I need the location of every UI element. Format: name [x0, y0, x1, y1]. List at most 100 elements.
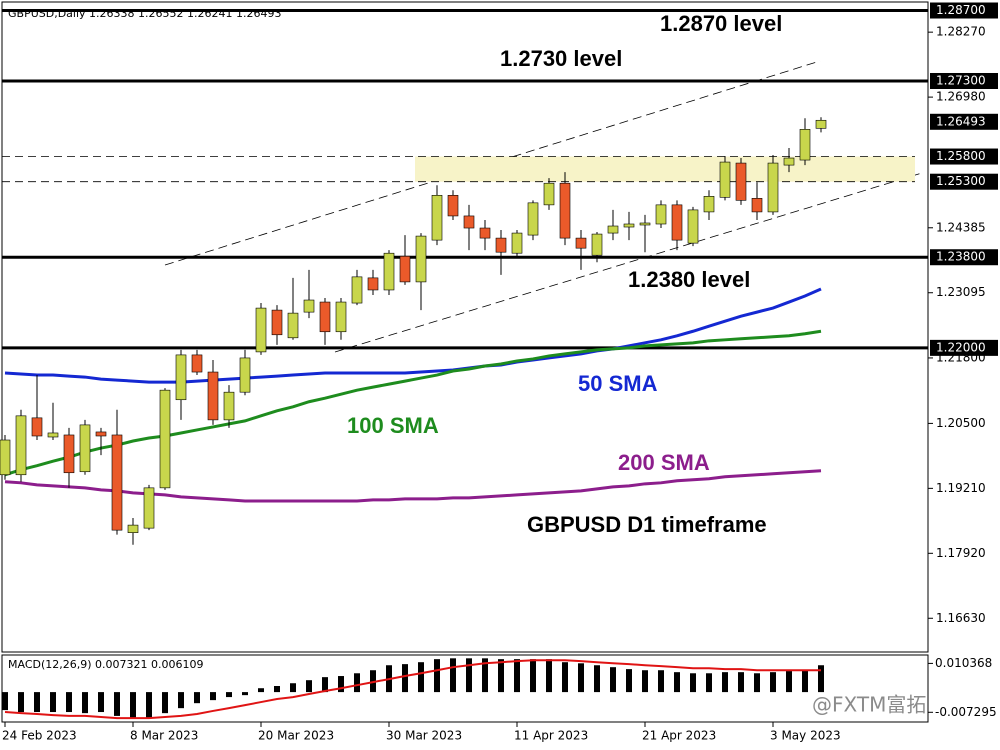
- candle-body: [271, 309, 283, 336]
- level-tag: [930, 2, 998, 19]
- candle-body: [415, 235, 427, 283]
- macd-bar: [98, 692, 104, 713]
- macd-bar: [530, 659, 536, 693]
- y-tick-label: 1.24385: [936, 220, 986, 234]
- macd-bar: [162, 692, 168, 714]
- candle-body: [63, 434, 75, 474]
- candle-body: [319, 301, 331, 333]
- sma-line: [4, 329, 822, 477]
- macd-bar: [402, 664, 408, 693]
- macd-bar: [50, 692, 56, 713]
- macd-bar: [242, 692, 248, 696]
- candle-body: [351, 276, 363, 304]
- level-tag-label: 1.28700: [936, 3, 986, 17]
- candle-body: [591, 233, 603, 256]
- candle-body: [751, 198, 763, 213]
- macd-bar: [290, 683, 296, 693]
- candle-body: [735, 162, 747, 201]
- candle-body: [703, 196, 715, 213]
- macd-bar: [738, 672, 744, 693]
- macd-bar: [354, 673, 360, 693]
- level-tag-label: 1.23800: [936, 250, 986, 264]
- macd-bar: [594, 665, 600, 693]
- macd-bar: [258, 688, 264, 693]
- y-tick-label: 1.23095: [936, 285, 986, 299]
- candle-body: [479, 227, 491, 239]
- level-tag: [930, 72, 998, 89]
- macd-bar: [82, 692, 88, 714]
- macd-bar: [514, 659, 520, 693]
- x-tick-label: 24 Feb 2023: [2, 729, 77, 743]
- candle-body: [303, 299, 315, 313]
- series-label: 200 SMA: [618, 450, 710, 475]
- sma-line: [4, 469, 822, 503]
- y-tick-label: 1.17920: [936, 546, 986, 560]
- candle-body: [207, 371, 219, 421]
- candle-body: [127, 524, 139, 533]
- candle-body: [223, 391, 235, 421]
- candle-body: [815, 119, 827, 129]
- macd-bar: [818, 665, 824, 693]
- y-tick-label: 1.26980: [936, 90, 986, 104]
- x-tick-label: 21 Apr 2023: [642, 729, 716, 743]
- macd-bar: [658, 670, 664, 693]
- macd-bar: [786, 671, 792, 693]
- x-tick-label: 8 Mar 2023: [130, 729, 198, 743]
- macd-bar: [610, 667, 616, 693]
- candle-body: [399, 255, 411, 283]
- candle-body: [575, 237, 587, 249]
- candle-body: [175, 354, 187, 401]
- macd-bar: [274, 686, 280, 693]
- main-panel: [1, 1, 929, 653]
- macd-bar: [418, 662, 424, 693]
- level-tag-label: 1.26493: [936, 114, 986, 128]
- candle-body: [639, 222, 651, 226]
- macd-bar: [674, 672, 680, 693]
- candle-body: [255, 307, 267, 353]
- candle-body: [671, 204, 683, 241]
- x-tick-label: 20 Mar 2023: [258, 729, 334, 743]
- candle-body: [511, 232, 523, 254]
- level-tag-label: 1.27300: [936, 73, 986, 87]
- candle-body: [495, 237, 507, 253]
- level-tag: [930, 339, 998, 356]
- y-tick-label: 1.16630: [936, 611, 986, 625]
- x-tick-label: 3 May 2023: [770, 729, 841, 743]
- candle-body: [607, 225, 619, 234]
- candle-body: [159, 389, 171, 489]
- macd-bar: [66, 692, 72, 713]
- annotation: 1.2730 level: [500, 46, 622, 71]
- annotation: GBPUSD D1 timeframe: [527, 512, 767, 537]
- candle-body: [431, 194, 443, 241]
- candle-body: [783, 157, 795, 166]
- candle-body: [79, 424, 91, 473]
- candle-body: [0, 439, 11, 476]
- candle-body: [335, 301, 347, 333]
- macd-bar: [722, 672, 728, 693]
- candle-body: [143, 487, 155, 529]
- signal-line: [4, 659, 821, 720]
- series-label: 100 SMA: [347, 413, 439, 438]
- macd-bar: [754, 673, 760, 693]
- macd-bar: [130, 692, 136, 719]
- macd-bar: [34, 692, 40, 713]
- macd-bar: [322, 677, 328, 693]
- x-tick-label: 30 Mar 2023: [386, 729, 462, 743]
- candle-body: [367, 277, 379, 291]
- watermark: @FXTM富拓: [812, 693, 926, 717]
- macd-bar: [226, 692, 232, 698]
- zone: [415, 156, 915, 182]
- macd-bar: [146, 692, 152, 719]
- macd-header: MACD(12,26,9) 0.007321 0.006109: [8, 658, 204, 671]
- level-tag: [930, 173, 998, 190]
- macd-bar: [706, 673, 712, 693]
- candle-body: [559, 182, 571, 239]
- macd-bar: [642, 670, 648, 693]
- candle-body: [463, 215, 475, 229]
- level-tag: [930, 113, 998, 130]
- annotation: 1.2870 level: [660, 11, 782, 36]
- macd-bar: [450, 658, 456, 693]
- candle-body: [383, 252, 395, 291]
- candle-body: [447, 194, 459, 217]
